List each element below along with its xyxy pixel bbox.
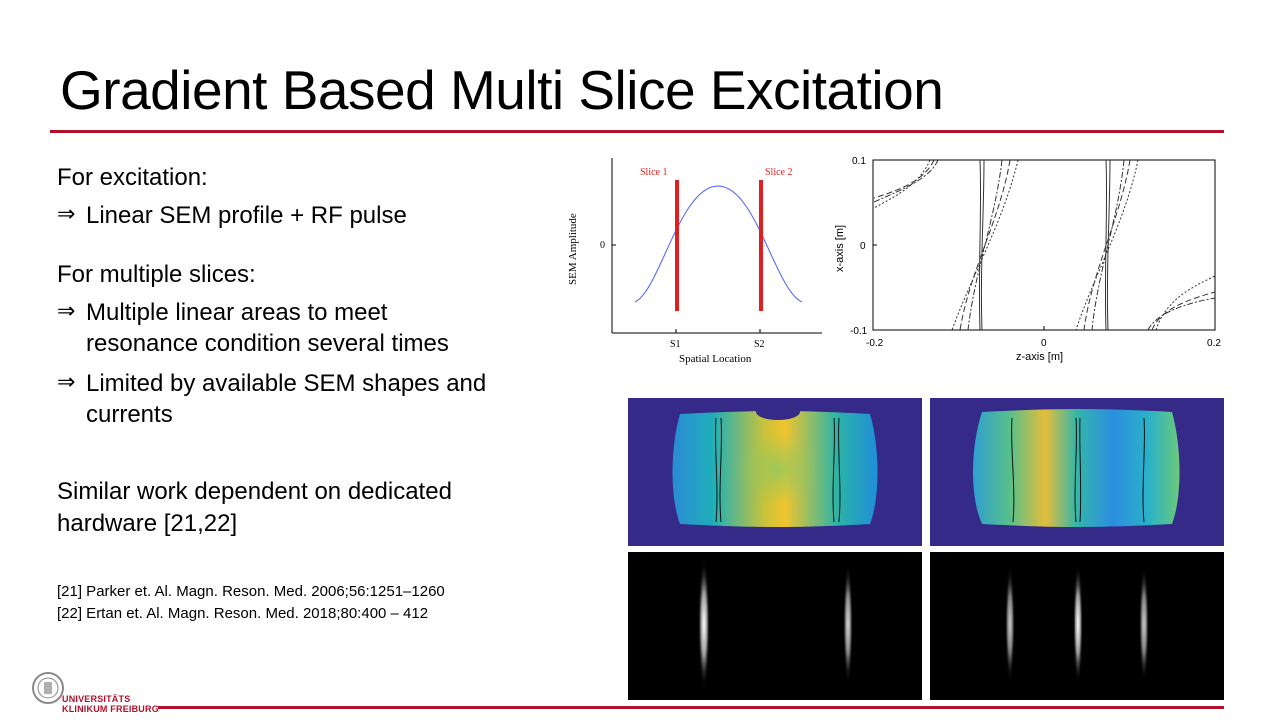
reference-22: [22] Ertan et. Al. Magn. Reson. Med. 201… (57, 605, 429, 622)
slide-title: Gradient Based Multi Slice Excitation (60, 59, 944, 121)
implies-arrow-icon: ⇒ (57, 298, 76, 323)
title-divider (50, 130, 1224, 133)
y-axis-label: SEM Amplitude (567, 213, 579, 285)
footer-divider (158, 706, 1224, 709)
multi-point-2-line-2: currents (86, 401, 173, 428)
implies-arrow-icon: ⇒ (57, 201, 76, 226)
y-tick-zero: 0 (600, 240, 605, 251)
excitation-image-left (628, 552, 922, 700)
slice-2-label: Slice 2 (765, 167, 793, 178)
multi-point-2-line-1: Limited by available SEM shapes and (86, 370, 487, 397)
multi-slice-heading: For multiple slices: (57, 261, 256, 288)
excitation-heading: For excitation: (57, 164, 208, 191)
excitation-point: Linear SEM profile + RF pulse (86, 202, 407, 229)
field-map-left (628, 398, 922, 546)
contour-lines (873, 159, 1216, 331)
x-tick-s1: S1 (670, 339, 681, 350)
x-tick-mid: 0 (1041, 338, 1047, 349)
multi-point-1-line-1: Multiple linear areas to meet (86, 299, 388, 326)
implies-arrow-icon: ⇒ (57, 369, 76, 394)
x-tick-right: 0.2 (1207, 338, 1221, 349)
x-axis-label: z-axis [m] (1016, 351, 1063, 363)
sem-profile-plot: Slice 1 Slice 2 0 S1 S2 Spatial Location… (567, 158, 822, 365)
sem-contour-plot: 0.1 0 -0.1 -0.2 0 0.2 z-axis [m] x-axis … (834, 156, 1221, 363)
y-tick-bottom: -0.1 (850, 326, 868, 337)
reference-21: [21] Parker et. Al. Magn. Reson. Med. 20… (57, 583, 445, 600)
y-axis-label: x-axis [m] (834, 225, 846, 272)
field-map-right (930, 398, 1224, 546)
x-tick-left: -0.2 (866, 338, 884, 349)
x-tick-s2: S2 (754, 339, 765, 350)
y-tick-mid: 0 (860, 241, 866, 252)
multi-point-1-line-2: resonance condition several times (86, 330, 449, 357)
excitation-image-right (930, 552, 1224, 700)
logo-line-2: KLINIKUM FREIBURG (62, 704, 159, 714)
slice-1-label: Slice 1 (640, 167, 668, 178)
similar-work-line-1: Similar work dependent on dedicated (57, 478, 452, 505)
sem-profile-curve (634, 185, 803, 303)
y-tick-top: 0.1 (852, 156, 866, 167)
logo-line-1: UNIVERSITÄTS (62, 694, 131, 704)
university-seal-icon (32, 672, 64, 704)
x-axis-label: Spatial Location (679, 353, 752, 365)
similar-work-line-2: hardware [21,22] (57, 510, 238, 537)
